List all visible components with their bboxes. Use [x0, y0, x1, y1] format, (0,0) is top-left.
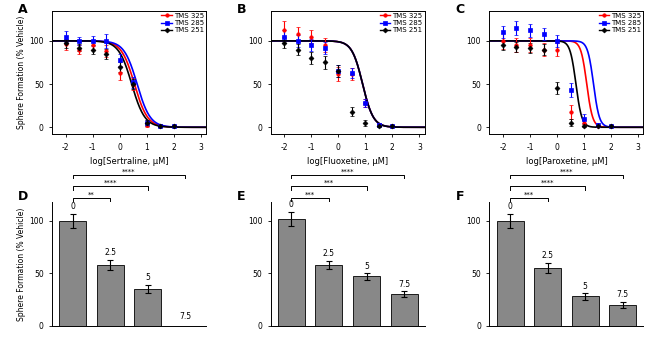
- Bar: [59, 221, 86, 326]
- Bar: [609, 305, 636, 326]
- Y-axis label: Sphere Formation (% Vehicle): Sphere Formation (% Vehicle): [18, 16, 27, 129]
- Text: 7.5: 7.5: [179, 313, 192, 321]
- Text: ****: ****: [560, 169, 573, 175]
- Bar: [278, 219, 305, 326]
- Text: 7.5: 7.5: [617, 290, 629, 299]
- Text: 0: 0: [508, 202, 513, 211]
- Bar: [391, 294, 418, 326]
- Text: 2.5: 2.5: [104, 248, 116, 257]
- Bar: [97, 265, 124, 326]
- Bar: [135, 289, 161, 326]
- Text: ***: ***: [524, 192, 534, 198]
- Text: B: B: [237, 3, 246, 16]
- Text: C: C: [456, 3, 465, 16]
- Legend: TMS 325, TMS 285, TMS 251: TMS 325, TMS 285, TMS 251: [161, 12, 205, 34]
- Bar: [534, 268, 561, 326]
- Legend: TMS 325, TMS 285, TMS 251: TMS 325, TMS 285, TMS 251: [598, 12, 642, 34]
- Bar: [315, 265, 343, 326]
- Text: ****: ****: [103, 180, 117, 186]
- X-axis label: log[Fluoxetine, μM]: log[Fluoxetine, μM]: [307, 157, 388, 166]
- Text: F: F: [456, 190, 464, 203]
- Text: D: D: [18, 190, 29, 203]
- Text: 5: 5: [364, 262, 369, 271]
- Y-axis label: Sphere Formation (% Vehicle): Sphere Formation (% Vehicle): [18, 207, 27, 321]
- Text: 2.5: 2.5: [541, 251, 554, 260]
- X-axis label: log[Paroxetine, μM]: log[Paroxetine, μM]: [526, 157, 607, 166]
- X-axis label: log[Sertraline, μM]: log[Sertraline, μM]: [90, 157, 168, 166]
- Text: 0: 0: [289, 200, 294, 209]
- Text: ****: ****: [122, 169, 136, 175]
- Text: 2.5: 2.5: [323, 249, 335, 258]
- Text: ****: ****: [341, 169, 354, 175]
- Text: A: A: [18, 3, 28, 16]
- Text: E: E: [237, 190, 245, 203]
- Text: 5: 5: [583, 281, 588, 291]
- Text: ***: ***: [305, 192, 315, 198]
- Text: ***: ***: [324, 180, 334, 186]
- Text: 0: 0: [70, 202, 75, 211]
- Text: ****: ****: [541, 180, 554, 186]
- Bar: [497, 221, 524, 326]
- Text: **: **: [88, 192, 95, 198]
- Bar: [572, 296, 599, 326]
- Bar: [353, 276, 380, 326]
- Text: 5: 5: [146, 273, 150, 282]
- Text: 7.5: 7.5: [398, 280, 410, 289]
- Legend: TMS 325, TMS 285, TMS 251: TMS 325, TMS 285, TMS 251: [380, 12, 423, 34]
